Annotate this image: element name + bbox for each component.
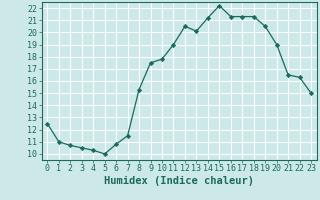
X-axis label: Humidex (Indice chaleur): Humidex (Indice chaleur) [104, 176, 254, 186]
